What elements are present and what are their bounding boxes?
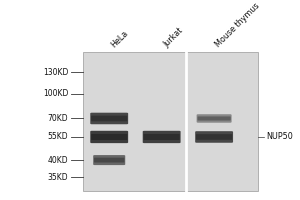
FancyBboxPatch shape: [94, 158, 124, 163]
Text: 40KD: 40KD: [48, 156, 68, 165]
Text: 70KD: 70KD: [48, 114, 68, 123]
Bar: [83, 52, 258, 191]
FancyBboxPatch shape: [196, 114, 232, 123]
FancyBboxPatch shape: [196, 134, 232, 140]
Text: NUP50: NUP50: [267, 132, 293, 141]
Text: Jurkat: Jurkat: [162, 26, 184, 49]
FancyBboxPatch shape: [143, 131, 181, 143]
Text: 130KD: 130KD: [43, 68, 68, 77]
FancyBboxPatch shape: [93, 155, 125, 165]
Text: 100KD: 100KD: [43, 89, 68, 98]
Text: HeLa: HeLa: [109, 28, 130, 49]
Text: 55KD: 55KD: [48, 132, 68, 141]
FancyBboxPatch shape: [197, 116, 231, 121]
FancyBboxPatch shape: [91, 116, 127, 121]
FancyBboxPatch shape: [91, 134, 127, 140]
Text: 35KD: 35KD: [48, 173, 68, 182]
FancyBboxPatch shape: [90, 131, 128, 143]
FancyBboxPatch shape: [195, 131, 233, 143]
FancyBboxPatch shape: [144, 134, 180, 140]
FancyBboxPatch shape: [90, 113, 128, 124]
Text: Mouse thymus: Mouse thymus: [214, 1, 262, 49]
